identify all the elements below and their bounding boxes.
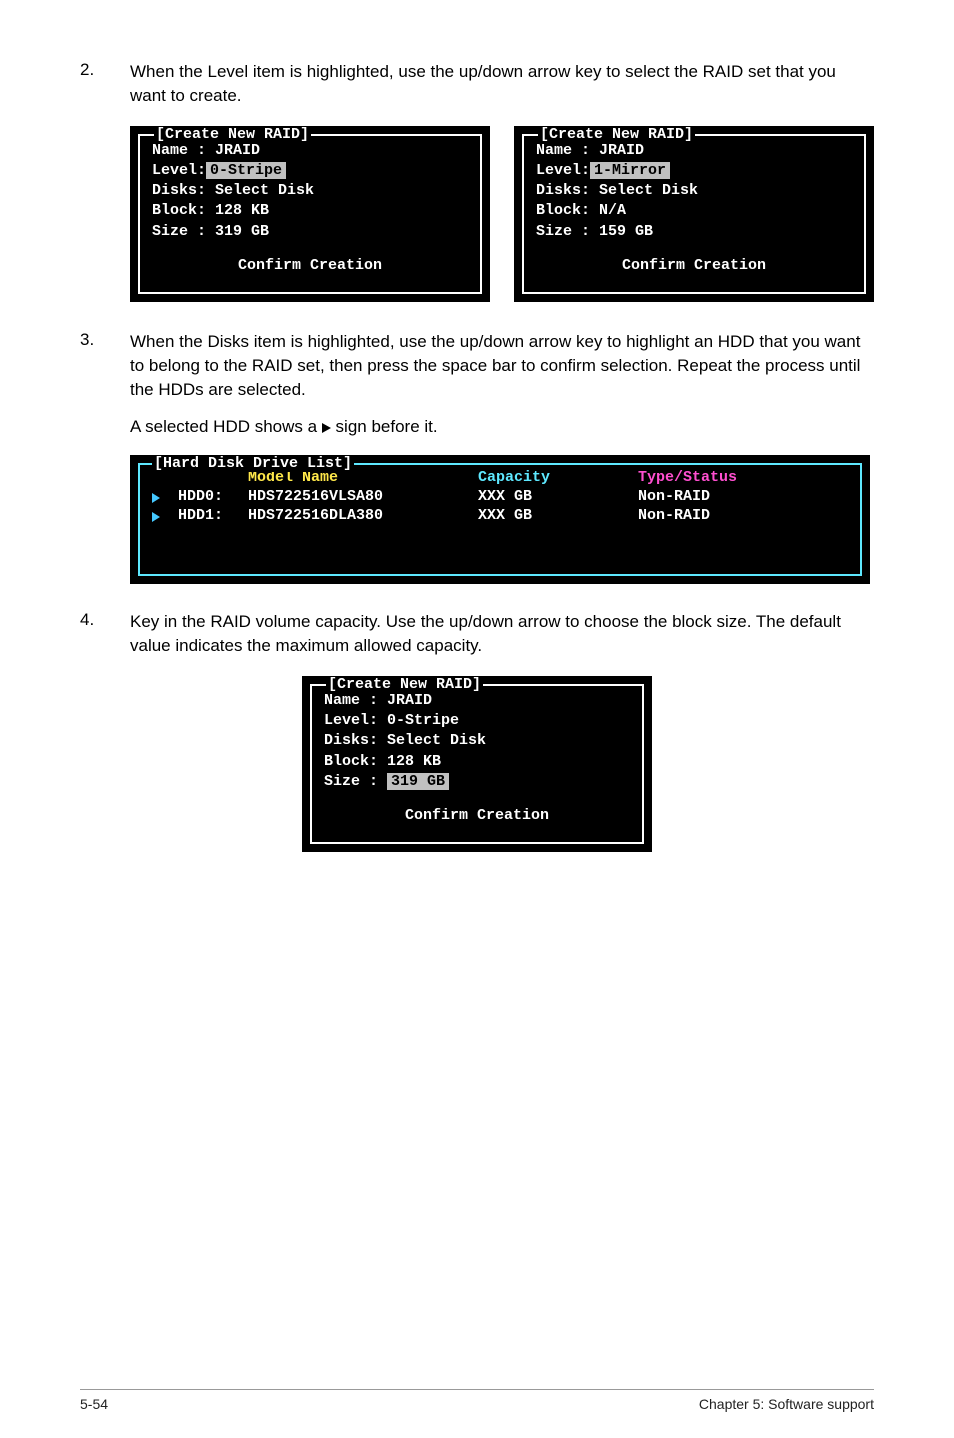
disk-model: HDS722516DLA380: [248, 507, 478, 524]
disks-value: Select Disk: [387, 732, 486, 749]
step-text: When the Disks item is highlighted, use …: [130, 330, 874, 401]
level-label: Level:: [152, 162, 206, 179]
box-title: [Create New RAID]: [154, 126, 311, 143]
level-value-highlighted: 0-Stripe: [206, 162, 286, 179]
block-value: 128 KB: [215, 202, 269, 219]
sub-after: sign before it.: [331, 417, 438, 436]
step-text: When the Level item is highlighted, use …: [130, 60, 874, 108]
name-label: Name :: [152, 142, 206, 159]
create-raid-box-left: [Create New RAID] Name : JRAID Level:0-S…: [130, 126, 490, 303]
step-3: 3. When the Disks item is highlighted, u…: [80, 330, 874, 439]
block-label: Block:: [324, 753, 378, 770]
confirm-creation: Confirm Creation: [324, 806, 630, 826]
block-label: Block:: [536, 202, 590, 219]
size-label: Size :: [324, 773, 378, 790]
step-subtext: A selected HDD shows a sign before it.: [130, 415, 874, 439]
name-value: JRAID: [387, 692, 432, 709]
disk-id: HDD1:: [178, 507, 248, 524]
selected-arrow-icon: [152, 512, 160, 522]
step-text: Key in the RAID volume capacity. Use the…: [130, 610, 874, 658]
disks-label: Disks:: [152, 182, 206, 199]
disk-table: Model Name Capacity Type/Status HDD0: HD…: [152, 469, 848, 524]
size-label: Size :: [152, 223, 206, 240]
create-raid-box-right: [Create New RAID] Name : JRAID Level:1-M…: [514, 126, 874, 303]
box-title: [Create New RAID]: [538, 126, 695, 143]
disk-model: HDS722516VLSA80: [248, 488, 478, 505]
hard-disk-drive-list-box: [Hard Disk Drive List] Model Name Capaci…: [130, 455, 870, 584]
raid-boxes-row: [Create New RAID] Name : JRAID Level:0-S…: [130, 126, 874, 303]
confirm-creation: Confirm Creation: [536, 256, 852, 276]
level-value-highlighted: 1-Mirror: [590, 162, 670, 179]
confirm-creation: Confirm Creation: [152, 256, 468, 276]
chapter-title: Chapter 5: Software support: [699, 1396, 874, 1412]
disk-capacity: XXX GB: [478, 488, 638, 505]
disks-value: Select Disk: [599, 182, 698, 199]
level-value: 0-Stripe: [387, 712, 459, 729]
name-value: JRAID: [215, 142, 260, 159]
size-label: Size :: [536, 223, 590, 240]
disk-id: HDD0:: [178, 488, 248, 505]
step-number: 2.: [80, 60, 130, 108]
size-value: 159 GB: [599, 223, 653, 240]
page-number: 5-54: [80, 1396, 108, 1412]
disks-value: Select Disk: [215, 182, 314, 199]
selected-arrow-icon: [152, 493, 160, 503]
block-label: Block:: [152, 202, 206, 219]
box-title: [Hard Disk Drive List]: [152, 455, 354, 472]
sub-before: A selected HDD shows a: [130, 417, 322, 436]
block-value: 128 KB: [387, 753, 441, 770]
step-4: 4. Key in the RAID volume capacity. Use …: [80, 610, 874, 658]
triangle-icon: [322, 423, 331, 433]
step-2: 2. When the Level item is highlighted, u…: [80, 60, 874, 108]
disk-capacity: XXX GB: [478, 507, 638, 524]
step-number: 3.: [80, 330, 130, 439]
disks-label: Disks:: [324, 732, 378, 749]
step-number: 4.: [80, 610, 130, 658]
name-value: JRAID: [599, 142, 644, 159]
name-label: Name :: [324, 692, 378, 709]
size-value-highlighted: 319 GB: [387, 773, 449, 790]
size-value: 319 GB: [215, 223, 269, 240]
page-footer: 5-54 Chapter 5: Software support: [80, 1389, 874, 1412]
disk-type: Non-RAID: [638, 507, 848, 524]
box-title: [Create New RAID]: [326, 676, 483, 693]
level-label: Level:: [536, 162, 590, 179]
disks-label: Disks:: [536, 182, 590, 199]
col-header-type: Type/Status: [638, 469, 848, 486]
block-value: N/A: [599, 202, 626, 219]
create-raid-box-bottom: [Create New RAID] Name : JRAID Level: 0-…: [302, 676, 652, 853]
name-label: Name :: [536, 142, 590, 159]
col-header-capacity: Capacity: [478, 469, 638, 486]
disk-type: Non-RAID: [638, 488, 848, 505]
level-label: Level:: [324, 712, 378, 729]
